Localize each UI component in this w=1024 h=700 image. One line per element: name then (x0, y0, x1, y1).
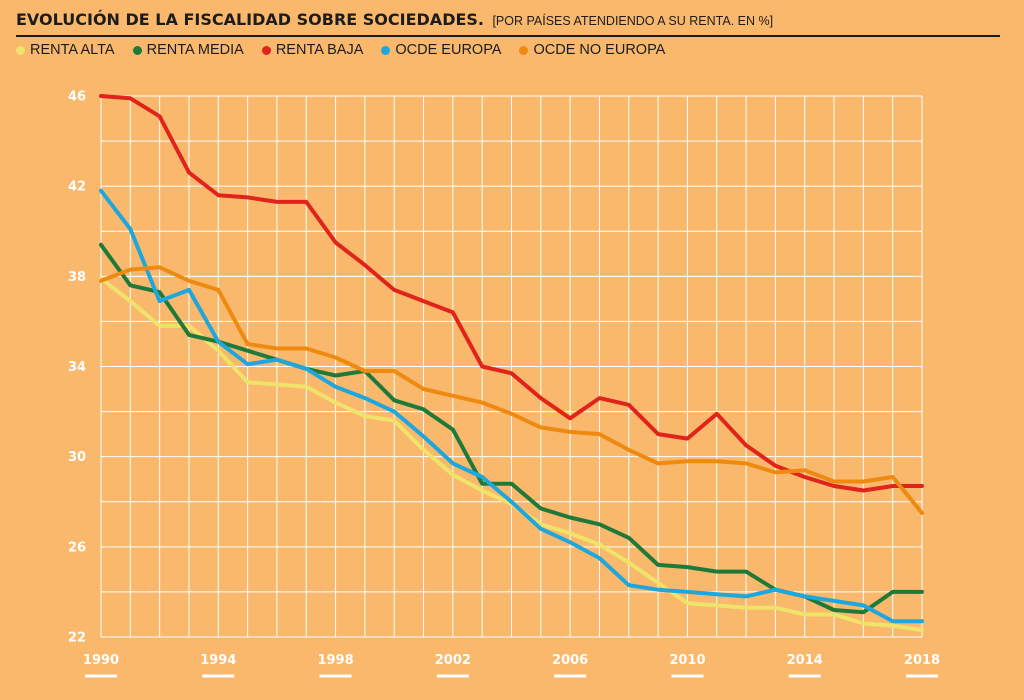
legend-item: RENTA BAJA (261, 42, 364, 58)
x-tick-label: 2002 (435, 653, 471, 668)
legend-item: RENTA MEDIA (132, 42, 244, 58)
y-tick-label: 38 (68, 270, 86, 285)
title-divider (16, 35, 1000, 37)
legend-item: RENTA ALTA (16, 42, 115, 58)
x-tick-label: 1994 (200, 653, 236, 668)
x-tick-label: 1990 (83, 653, 119, 668)
x-tick-label: 2006 (552, 653, 588, 668)
x-tick-label: 2010 (669, 653, 705, 668)
series-line (99, 265, 924, 515)
legend-item: OCDE EUROPA (381, 42, 501, 58)
legend-label: RENTA MEDIA (146, 42, 244, 58)
legend-label: RENTA ALTA (30, 42, 115, 58)
x-axis-ticks: 1990 1994 1998 2002 2006 2010 2014 2018 (83, 653, 940, 678)
series-line (99, 94, 924, 493)
chart-subtitle: [POR PAÍSES ATENDIENDO A SU RENTA. EN %] (492, 14, 774, 28)
title-row: EVOLUCIÓN DE LA FISCALIDAD SOBRE SOCIEDA… (16, 10, 1000, 30)
y-tick-label: 46 (68, 90, 86, 105)
legend-marker (519, 45, 529, 55)
y-tick-label: 42 (68, 180, 86, 195)
legend-label: OCDE NO EUROPA (533, 42, 666, 58)
y-tick-label: 30 (68, 450, 86, 465)
x-tick-label: 1998 (317, 653, 353, 668)
legend-marker (261, 45, 271, 55)
legend-marker (381, 45, 391, 55)
y-tick-label: 26 (68, 540, 86, 555)
y-tick-label: 22 (68, 631, 86, 646)
chart-title: EVOLUCIÓN DE LA FISCALIDAD SOBRE SOCIEDA… (16, 10, 484, 29)
legend-marker (16, 45, 25, 55)
legend-label: OCDE EUROPA (395, 42, 502, 58)
x-tick-label: 2014 (787, 653, 823, 668)
x-tick-label: 2018 (904, 653, 940, 668)
legend: RENTA ALTA RENTA MEDIA RENTA BAJA OCDE EURO… (16, 42, 665, 58)
legend-item: OCDE NO EUROPA (519, 42, 665, 58)
series-line (99, 188, 924, 624)
y-axis-ticks: 22 26 30 34 38 42 46 (68, 90, 86, 646)
y-tick-label: 34 (68, 360, 86, 375)
grid (100, 95, 923, 638)
legend-label: RENTA BAJA (275, 42, 364, 58)
legend-marker (132, 45, 142, 55)
series-lines (99, 94, 924, 633)
